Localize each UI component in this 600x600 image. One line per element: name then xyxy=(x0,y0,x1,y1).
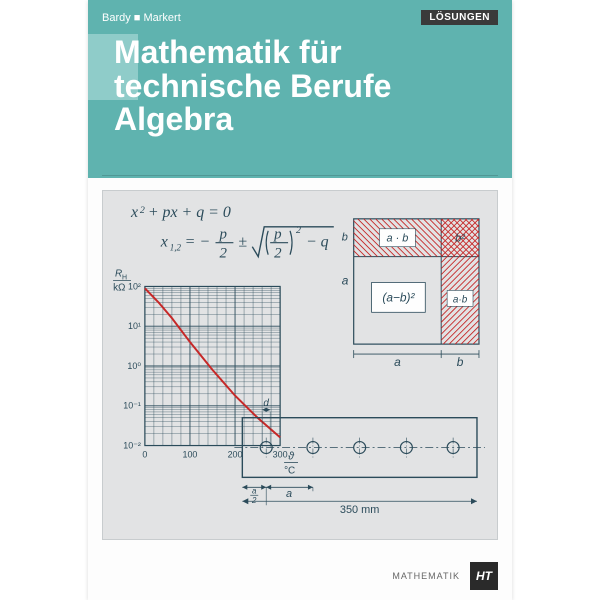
svg-text:x: x xyxy=(130,204,138,221)
svg-text:2: 2 xyxy=(296,225,301,236)
svg-text:2: 2 xyxy=(219,246,227,262)
diagram-area: x2 + px + q = 0 x1,2 = − p 2 ± p 2 2 − q xyxy=(102,190,498,540)
svg-text:− q: − q xyxy=(306,234,329,251)
svg-text:1,2: 1,2 xyxy=(170,243,182,253)
title-line-2: technische Berufe xyxy=(114,70,391,104)
svg-text:10²: 10² xyxy=(128,281,141,291)
footer-category: MATHEMATIK xyxy=(392,571,460,581)
title-line-1: Mathematik für xyxy=(114,36,391,70)
divider xyxy=(102,175,498,176)
svg-text:b²: b² xyxy=(455,233,465,245)
svg-text:x: x xyxy=(160,234,168,251)
svg-text:200: 200 xyxy=(228,449,243,459)
svg-text:a: a xyxy=(342,273,349,287)
book-cover: Bardy ■ Markert LÖSUNGEN Mathematik für … xyxy=(88,0,512,600)
svg-text:10¹: 10¹ xyxy=(128,321,141,331)
svg-text:±: ± xyxy=(238,234,247,251)
svg-text:b: b xyxy=(342,232,348,244)
svg-text:b: b xyxy=(457,355,464,369)
svg-text:d: d xyxy=(263,398,269,409)
svg-text:°C: °C xyxy=(284,465,295,476)
binomial-square-diagram: (a−b)² a · b b² a·b a b a b xyxy=(214,219,497,369)
authors-text: Bardy ■ Markert xyxy=(102,12,181,24)
svg-text:350 mm: 350 mm xyxy=(340,504,379,516)
footer: MATHEMATIK HT xyxy=(392,562,498,590)
title-line-3: Algebra xyxy=(114,103,391,137)
svg-text:2: 2 xyxy=(274,246,282,262)
topbar: Bardy ■ Markert LÖSUNGEN xyxy=(88,10,512,25)
svg-text:a: a xyxy=(252,486,257,495)
publisher-logo: HT xyxy=(470,562,498,590)
svg-text:2: 2 xyxy=(251,496,257,505)
svg-text:10⁰: 10⁰ xyxy=(127,361,141,371)
svg-text:a: a xyxy=(394,355,401,369)
svg-text:100: 100 xyxy=(183,449,198,459)
svg-text:p: p xyxy=(218,227,226,243)
title-block: Mathematik für technische Berufe Algebra xyxy=(114,36,391,137)
svg-text:= −: = − xyxy=(185,234,210,251)
solutions-tag: LÖSUNGEN xyxy=(421,10,498,25)
quadratic-formula: x2 + px + q = 0 x1,2 = − p 2 ± p 2 2 − q xyxy=(130,204,334,262)
svg-text:a·b: a·b xyxy=(453,294,468,305)
svg-text:p: p xyxy=(273,227,281,243)
svg-text:kΩ: kΩ xyxy=(113,282,125,293)
svg-text:a: a xyxy=(286,488,292,500)
svg-text:10⁻¹: 10⁻¹ xyxy=(123,401,141,411)
diagram-svg: x2 + px + q = 0 x1,2 = − p 2 ± p 2 2 − q xyxy=(103,191,497,539)
svg-text:a · b: a · b xyxy=(387,233,409,245)
svg-text:10⁻²: 10⁻² xyxy=(123,441,141,451)
svg-text:300: 300 xyxy=(273,449,288,459)
svg-text:ϑ: ϑ xyxy=(288,450,295,462)
svg-text:+ px + q = 0: + px + q = 0 xyxy=(148,204,231,221)
svg-text:2: 2 xyxy=(140,205,145,216)
svg-text:(a−b)²: (a−b)² xyxy=(382,290,415,304)
svg-text:0: 0 xyxy=(142,449,147,459)
